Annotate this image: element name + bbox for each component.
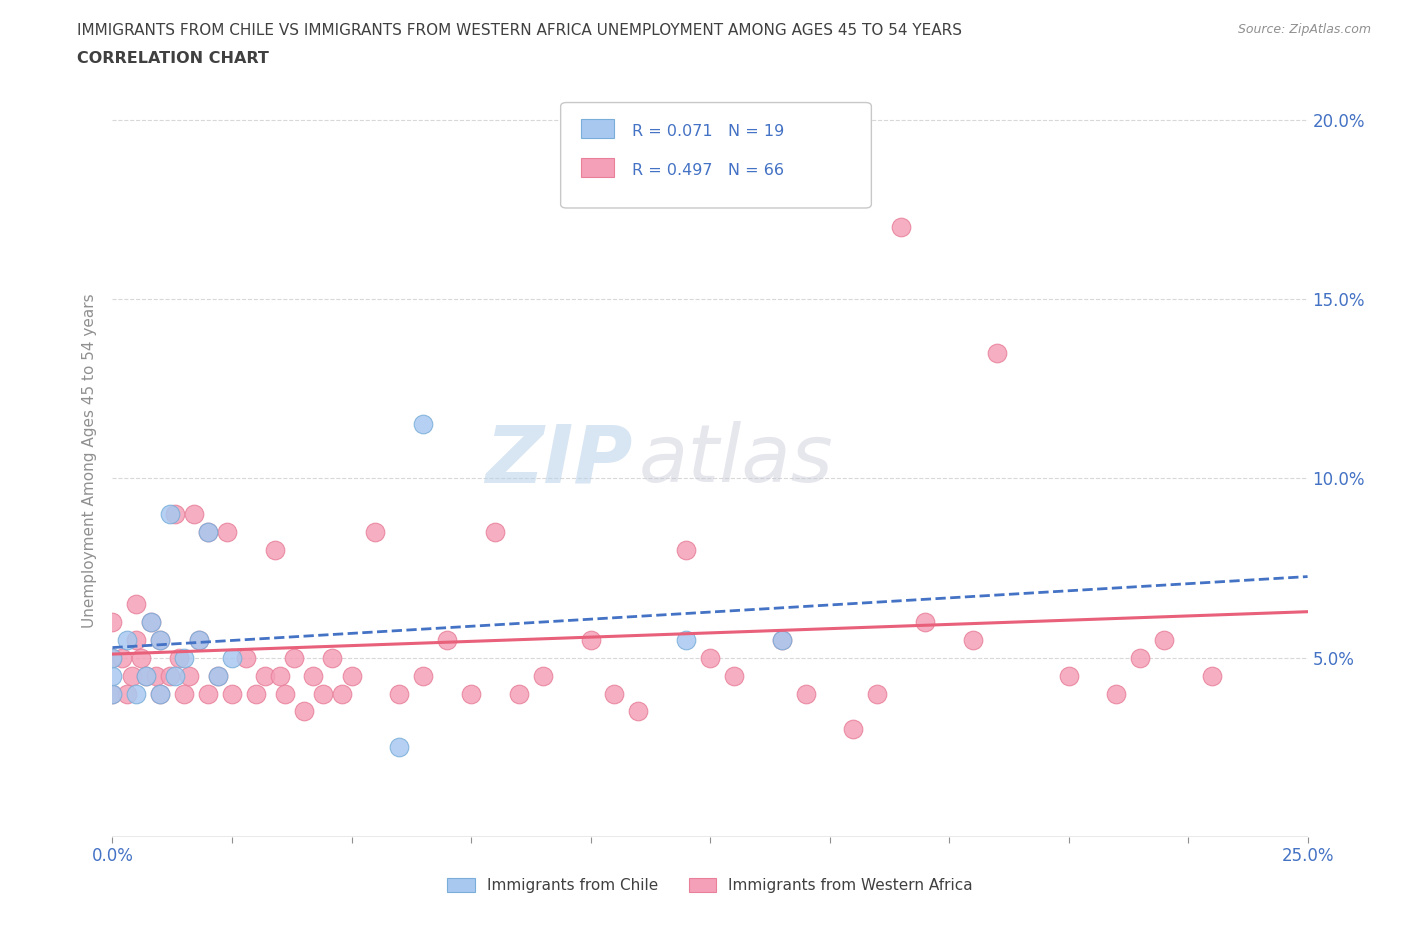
Point: [283, 650, 305, 665]
Point: [101, 650, 124, 665]
Point: [675, 632, 697, 647]
Point: [115, 632, 138, 647]
Point: [699, 650, 721, 665]
Point: [173, 686, 195, 701]
Point: [173, 650, 195, 665]
Point: [312, 686, 335, 701]
Point: [770, 632, 793, 647]
Point: [111, 650, 134, 665]
Point: [364, 525, 387, 539]
Point: [139, 615, 162, 630]
Point: [273, 686, 295, 701]
Point: [221, 650, 243, 665]
Point: [197, 686, 219, 701]
Point: [149, 632, 172, 647]
Point: [866, 686, 889, 701]
Legend: Immigrants from Chile, Immigrants from Western Africa: Immigrants from Chile, Immigrants from W…: [447, 878, 973, 894]
Text: CORRELATION CHART: CORRELATION CHART: [77, 51, 269, 66]
Point: [235, 650, 257, 665]
Point: [723, 668, 745, 683]
Y-axis label: Unemployment Among Ages 45 to 54 years: Unemployment Among Ages 45 to 54 years: [82, 293, 97, 628]
Point: [292, 704, 315, 719]
Point: [197, 525, 219, 539]
Point: [269, 668, 291, 683]
Point: [125, 686, 148, 701]
Point: [163, 507, 186, 522]
Point: [207, 668, 229, 683]
Point: [125, 632, 148, 647]
Point: [675, 542, 697, 557]
Point: [135, 668, 157, 683]
Point: [159, 507, 181, 522]
Point: [115, 686, 138, 701]
Point: [101, 668, 124, 683]
Point: [1105, 686, 1128, 701]
Point: [101, 686, 124, 701]
Point: [770, 632, 793, 647]
Point: [914, 615, 936, 630]
Point: [169, 650, 191, 665]
Point: [1129, 650, 1152, 665]
Point: [163, 668, 186, 683]
Point: [101, 650, 124, 665]
Point: [603, 686, 626, 701]
Point: [436, 632, 458, 647]
Point: [149, 686, 172, 701]
Point: [245, 686, 267, 701]
Point: [842, 722, 865, 737]
Text: IMMIGRANTS FROM CHILE VS IMMIGRANTS FROM WESTERN AFRICA UNEMPLOYMENT AMONG AGES : IMMIGRANTS FROM CHILE VS IMMIGRANTS FROM…: [77, 23, 962, 38]
Point: [197, 525, 219, 539]
Point: [101, 615, 124, 630]
Point: [388, 740, 411, 755]
Point: [986, 345, 1008, 360]
Point: [531, 668, 554, 683]
Point: [460, 686, 482, 701]
Text: ZIP: ZIP: [485, 421, 633, 499]
FancyBboxPatch shape: [581, 118, 614, 138]
Point: [101, 686, 124, 701]
Point: [508, 686, 530, 701]
Point: [330, 686, 353, 701]
Point: [177, 668, 200, 683]
Point: [125, 596, 148, 611]
Point: [340, 668, 363, 683]
Point: [159, 668, 181, 683]
Point: [1201, 668, 1223, 683]
Point: [145, 668, 167, 683]
Point: [890, 219, 912, 234]
Point: [1153, 632, 1175, 647]
Point: [264, 542, 287, 557]
FancyBboxPatch shape: [561, 102, 872, 208]
Point: [149, 686, 172, 701]
Point: [1057, 668, 1080, 683]
Text: R = 0.071   N = 19: R = 0.071 N = 19: [633, 124, 785, 139]
Point: [962, 632, 984, 647]
Point: [183, 507, 205, 522]
Point: [217, 525, 239, 539]
Point: [321, 650, 343, 665]
Point: [412, 668, 434, 683]
Point: [187, 632, 209, 647]
Point: [135, 668, 157, 683]
Point: [221, 686, 243, 701]
Text: R = 0.497   N = 66: R = 0.497 N = 66: [633, 163, 785, 178]
Point: [302, 668, 325, 683]
Point: [484, 525, 506, 539]
Point: [121, 668, 143, 683]
Point: [139, 615, 162, 630]
Point: [388, 686, 411, 701]
Point: [149, 632, 172, 647]
Point: [579, 632, 602, 647]
Text: Source: ZipAtlas.com: Source: ZipAtlas.com: [1237, 23, 1371, 36]
Point: [187, 632, 209, 647]
FancyBboxPatch shape: [581, 158, 614, 177]
Point: [207, 668, 229, 683]
Point: [627, 704, 650, 719]
Point: [129, 650, 152, 665]
Point: [254, 668, 277, 683]
Point: [412, 417, 434, 432]
Text: atlas: atlas: [638, 421, 834, 499]
Point: [794, 686, 817, 701]
